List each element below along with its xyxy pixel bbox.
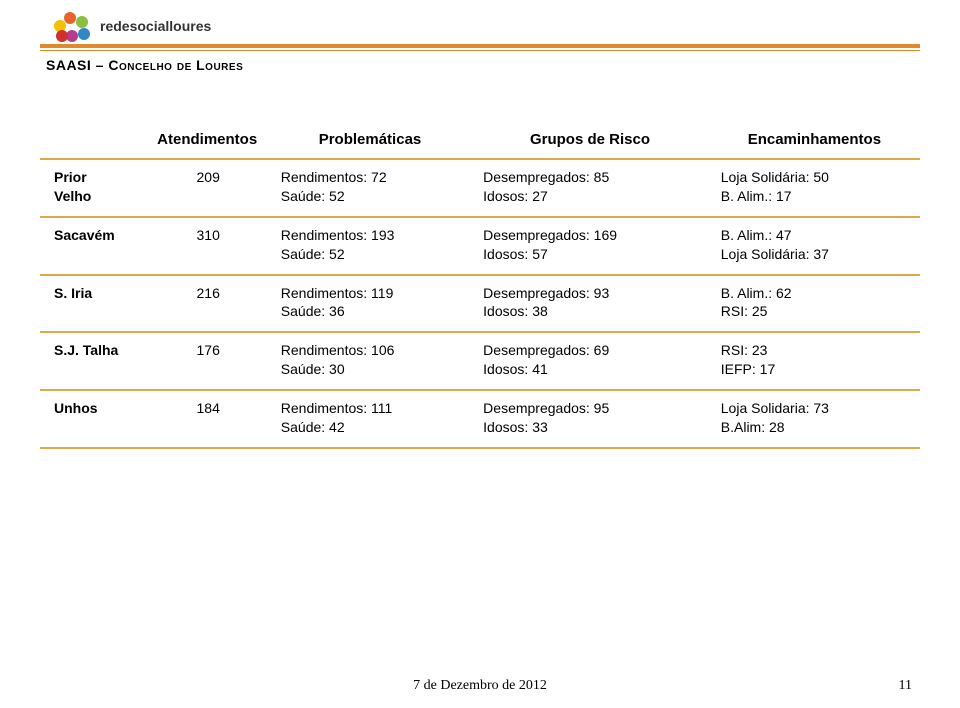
cell-line: Desempregados: 169 xyxy=(483,227,617,243)
cell-line: Saúde: 30 xyxy=(281,361,345,377)
cell-line: IEFP: 17 xyxy=(721,361,775,377)
cell-line: Desempregados: 85 xyxy=(483,169,609,185)
cell-atendimentos: 216 xyxy=(146,275,269,333)
cell-problematicas: Rendimentos: 111 Saúde: 42 xyxy=(269,390,471,448)
cell-encaminhamentos: B. Alim.: 62 RSI: 25 xyxy=(709,275,920,333)
cell-grupos-risco: Desempregados: 85 Idosos: 27 xyxy=(471,159,709,217)
cell-problematicas: Rendimentos: 193 Saúde: 52 xyxy=(269,217,471,275)
cell-line: Idosos: 57 xyxy=(483,246,548,262)
cell-grupos-risco: Desempregados: 95 Idosos: 33 xyxy=(471,390,709,448)
cell-line: Velho xyxy=(54,188,91,204)
cell-problematicas: Rendimentos: 119 Saúde: 36 xyxy=(269,275,471,333)
cell-line: Loja Solidaria: 73 xyxy=(721,400,829,416)
cell-line: B. Alim.: 47 xyxy=(721,227,792,243)
data-table-wrap: Atendimentos Problemáticas Grupos de Ris… xyxy=(40,123,920,449)
logo-text: redesocialloures xyxy=(100,18,211,34)
table-row: S.J. Talha 176 Rendimentos: 106 Saúde: 30 De… xyxy=(40,332,920,390)
header: redesocialloures SAASI – Concelho de Lou… xyxy=(40,12,920,73)
cell-encaminhamentos: Loja Solidaria: 73 B.Alim: 28 xyxy=(709,390,920,448)
logo-row: redesocialloures xyxy=(40,12,920,40)
cell-line: Saúde: 42 xyxy=(281,419,345,435)
cell-line: Idosos: 27 xyxy=(483,188,548,204)
cell-encaminhamentos: Loja Solidária: 50 B. Alim.: 17 xyxy=(709,159,920,217)
cell-line: Rendimentos: 119 xyxy=(281,285,394,301)
cell-line: Desempregados: 93 xyxy=(483,285,609,301)
cell-line: Idosos: 38 xyxy=(483,303,548,319)
footer-date: 7 de Dezembro de 2012 xyxy=(0,678,960,694)
cell-problematicas: Rendimentos: 72 Saúde: 52 xyxy=(269,159,471,217)
flower-logo-icon xyxy=(50,12,94,40)
table-header-row: Atendimentos Problemáticas Grupos de Ris… xyxy=(40,123,920,159)
cell-line: B. Alim.: 17 xyxy=(721,188,792,204)
col-problematicas: Problemáticas xyxy=(269,123,471,159)
cell-atendimentos: 310 xyxy=(146,217,269,275)
cell-line: Loja Solidária: 50 xyxy=(721,169,829,185)
logo-petal xyxy=(56,30,68,42)
col-blank xyxy=(40,123,146,159)
cell-grupos-risco: Desempregados: 93 Idosos: 38 xyxy=(471,275,709,333)
cell-line: Desempregados: 95 xyxy=(483,400,609,416)
col-grupos-risco: Grupos de Risco xyxy=(471,123,709,159)
cell-line: Sacavém xyxy=(54,227,115,243)
cell-line: RSI: 25 xyxy=(721,303,768,319)
logo-petal xyxy=(78,28,90,40)
subtitle: SAASI – Concelho de Loures xyxy=(40,57,920,73)
cell-line: Prior xyxy=(54,169,87,185)
cell-line: B.Alim: 28 xyxy=(721,419,785,435)
cell-problematicas: Rendimentos: 106 Saúde: 30 xyxy=(269,332,471,390)
cell-encaminhamentos: B. Alim.: 47 Loja Solidária: 37 xyxy=(709,217,920,275)
table-body: Prior Velho 209 Rendimentos: 72 Saúde: 52 Des… xyxy=(40,159,920,448)
logo-petal xyxy=(64,12,76,24)
table-row: S. Iria 216 Rendimentos: 119 Saúde: 36 Desem… xyxy=(40,275,920,333)
cell-line: S. Iria xyxy=(54,285,92,301)
rule-thick xyxy=(40,44,920,48)
cell-line: Rendimentos: 72 xyxy=(281,169,387,185)
cell-line: B. Alim.: 62 xyxy=(721,285,792,301)
page-container: redesocialloures SAASI – Concelho de Lou… xyxy=(0,0,960,708)
cell-line: Idosos: 41 xyxy=(483,361,548,377)
cell-line: Saúde: 52 xyxy=(281,188,345,204)
cell-line: Saúde: 36 xyxy=(281,303,345,319)
rule-thin xyxy=(40,50,920,51)
data-table: Atendimentos Problemáticas Grupos de Ris… xyxy=(40,123,920,449)
cell-line: Rendimentos: 106 xyxy=(281,342,395,358)
cell-atendimentos: 176 xyxy=(146,332,269,390)
cell-line: Idosos: 33 xyxy=(483,419,548,435)
cell-line: RSI: 23 xyxy=(721,342,768,358)
table-row: Sacavém 310 Rendimentos: 193 Saúde: 52 Desem… xyxy=(40,217,920,275)
cell-line: Rendimentos: 111 xyxy=(281,400,393,416)
col-atendimentos: Atendimentos xyxy=(146,123,269,159)
cell-line: S.J. Talha xyxy=(54,342,118,358)
cell-line: Saúde: 52 xyxy=(281,246,345,262)
table-row: Unhos 184 Rendimentos: 111 Saúde: 42 Desempr… xyxy=(40,390,920,448)
page-number: 11 xyxy=(899,678,912,694)
row-label: S.J. Talha xyxy=(40,332,146,390)
cell-grupos-risco: Desempregados: 169 Idosos: 57 xyxy=(471,217,709,275)
row-label: Prior Velho xyxy=(40,159,146,217)
cell-encaminhamentos: RSI: 23 IEFP: 17 xyxy=(709,332,920,390)
cell-grupos-risco: Desempregados: 69 Idosos: 41 xyxy=(471,332,709,390)
cell-atendimentos: 184 xyxy=(146,390,269,448)
table-row: Prior Velho 209 Rendimentos: 72 Saúde: 52 Des… xyxy=(40,159,920,217)
logo-petal xyxy=(76,16,88,28)
row-label: Unhos xyxy=(40,390,146,448)
cell-line: Desempregados: 69 xyxy=(483,342,609,358)
cell-atendimentos: 209 xyxy=(146,159,269,217)
row-label: Sacavém xyxy=(40,217,146,275)
row-label: S. Iria xyxy=(40,275,146,333)
cell-line: Rendimentos: 193 xyxy=(281,227,395,243)
cell-line: Unhos xyxy=(54,400,98,416)
cell-line: Loja Solidária: 37 xyxy=(721,246,829,262)
col-encaminhamentos: Encaminhamentos xyxy=(709,123,920,159)
